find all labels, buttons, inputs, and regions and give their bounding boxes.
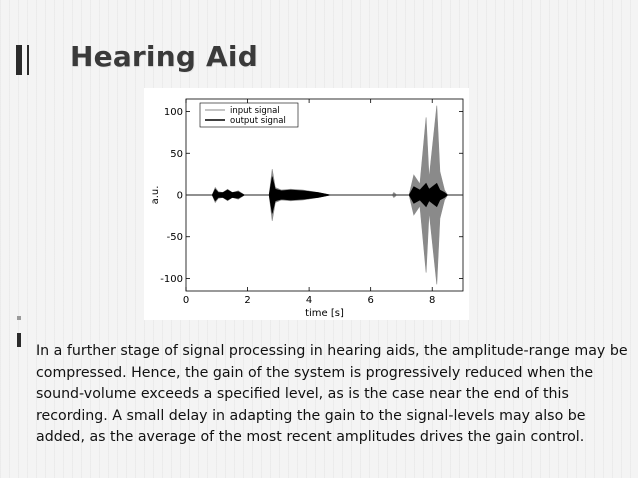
x-tick-label: 6: [367, 295, 373, 306]
legend-label: output signal: [230, 116, 286, 126]
slide-body-text: In a further stage of signal processing …: [36, 343, 628, 446]
y-tick-label: 50: [170, 149, 183, 160]
x-axis-label: time [s]: [305, 308, 344, 319]
bullet-marker-small: [17, 316, 21, 320]
x-tick-label: 8: [429, 295, 435, 306]
legend-box: [199, 102, 299, 128]
y-tick-label: 0: [177, 191, 183, 202]
title-accent-bar-thin: [27, 45, 29, 75]
y-tick-label: -50: [167, 232, 183, 243]
x-tick-label: 4: [306, 295, 312, 306]
bullet-marker-bar: [17, 333, 21, 347]
title-accent-bar: [16, 45, 22, 75]
x-tick-label: 2: [244, 295, 250, 306]
series-output-signal: [186, 176, 463, 214]
slide-title: Hearing Aid: [70, 40, 258, 73]
y-tick-label: 100: [164, 107, 183, 118]
y-tick-label: -100: [160, 274, 183, 285]
y-axis-label: a.u.: [150, 186, 161, 205]
signal-chart: 100 50 0 -50 -100 0 2 4 6 8 time [s] a.u. input sign…: [144, 88, 469, 320]
legend-label: input signal: [230, 106, 280, 116]
x-tick-label: 0: [183, 295, 189, 306]
